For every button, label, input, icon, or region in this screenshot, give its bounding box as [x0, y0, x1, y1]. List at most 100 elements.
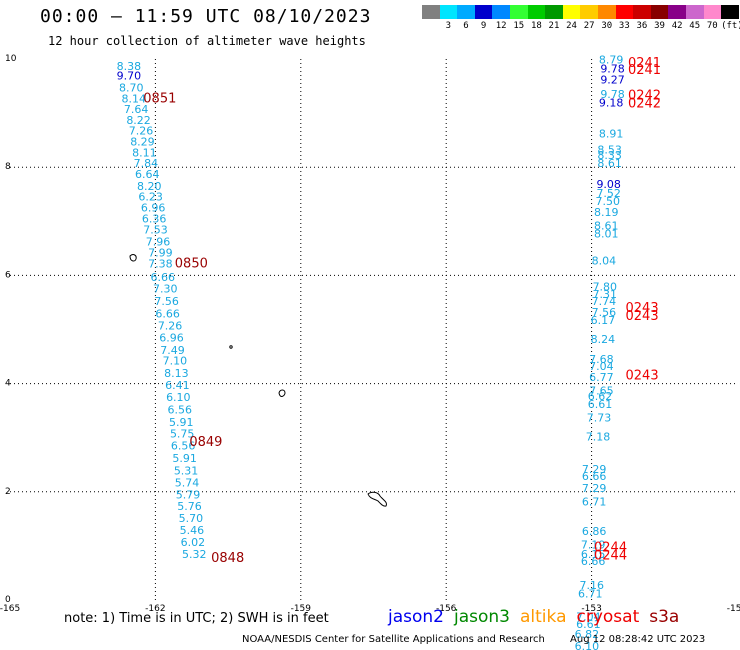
pass-time-label: 0242	[628, 89, 661, 104]
wave-height-point: 5.31	[174, 464, 199, 477]
wave-height-point: 7.64	[124, 103, 149, 116]
wave-height-point: 9.70	[117, 70, 142, 83]
wave-height-point: 8.53	[597, 144, 622, 157]
wave-height-point: 8.04	[592, 255, 617, 268]
legend-label: 45	[689, 21, 701, 31]
y-tick-label: 2	[5, 487, 11, 497]
wave-height-point: 6.36	[142, 212, 167, 225]
y-tick-label: 0	[5, 595, 11, 605]
satellite-name: altika	[520, 607, 567, 627]
wave-height-point: 6.56	[171, 440, 196, 453]
wave-height-point: 7.38	[148, 257, 173, 270]
wave-height-point: 8.79	[599, 53, 624, 66]
color-scale-bar	[422, 5, 739, 19]
wave-height-point: 8.19	[594, 206, 619, 219]
pass-time-labels: 0851085008490848024102410242024202430243…	[143, 56, 661, 566]
wave-height-point: 6.86	[582, 525, 607, 538]
wave-height-point: 8.24	[591, 333, 616, 346]
wave-height-point: 9.18	[599, 97, 624, 110]
wave-height-point: 6.66	[581, 555, 606, 568]
legend-label: 33	[618, 21, 630, 31]
wave-height-point: 9.27	[600, 73, 625, 86]
wave-height-point: 8.14	[121, 92, 145, 105]
map-grid	[10, 59, 737, 600]
x-tick-label: -162	[145, 604, 165, 614]
wave-height-point: 8.33	[597, 149, 622, 162]
satellite-legend: jason2 jason3 altika cryosat s3a	[388, 607, 689, 627]
pass-time-label: 0243	[626, 301, 659, 316]
pass-time-label: 0244	[594, 540, 627, 555]
wave-height-point: 7.84	[134, 157, 159, 170]
legend-swatch	[457, 5, 475, 19]
wave-height-point: 8.13	[164, 367, 189, 380]
legend-label: 42	[671, 21, 683, 31]
wave-height-point: 7.65	[589, 384, 614, 397]
legend-label: 30	[601, 21, 613, 31]
hawaiian-islands	[129, 254, 387, 507]
footer-credit: NOAA/NESDIS Center for Satellite Applica…	[242, 634, 705, 645]
wave-height-point: 5.46	[180, 524, 205, 537]
legend-label: 27	[583, 21, 595, 31]
legend-label: 70	[706, 21, 718, 31]
legend-swatch	[509, 5, 528, 19]
wave-height-point: 9.78	[600, 63, 625, 76]
wave-height-point: 7.04	[576, 611, 601, 624]
wave-height-point: 7.16	[579, 579, 604, 592]
wave-height-point: 7.26	[158, 320, 183, 333]
wave-height-point: 6.96	[159, 331, 184, 344]
legend-swatch	[685, 5, 704, 19]
island-necker	[278, 389, 286, 397]
legend-label: 18	[530, 21, 542, 31]
wave-height-point: 8.20	[137, 180, 162, 193]
x-tick-label: -165	[0, 604, 20, 614]
pass-time-label: 0850	[175, 256, 208, 271]
legend-label: 21	[548, 21, 560, 31]
legend-swatch	[703, 5, 722, 19]
wave-height-point: 7.68	[589, 353, 614, 366]
legend-swatch	[615, 5, 634, 19]
pass-time-label: 0849	[189, 435, 222, 450]
y-tick-label: 8	[5, 162, 11, 172]
wave-height-point: 9.78	[600, 88, 625, 101]
legend-label: 6	[463, 21, 469, 31]
x-tick-label: -159	[291, 604, 312, 614]
pass-time-label: 0851	[143, 91, 176, 106]
wave-height-point: 7.10	[163, 355, 188, 368]
pass-time-label: 0243	[626, 309, 659, 324]
wave-height-point: 5.74	[175, 476, 200, 489]
legend-swatch	[422, 5, 440, 19]
wave-height-point: 6.17	[591, 314, 616, 327]
wave-height-point: 8.61	[594, 219, 619, 232]
island-kauai	[129, 254, 137, 262]
y-tick-label: 4	[5, 379, 11, 389]
y-tick-label: 6	[5, 270, 11, 280]
pass-time-label: 0848	[211, 551, 244, 566]
legend-swatch	[439, 5, 458, 19]
wave-height-point: 5.91	[169, 416, 194, 429]
wave-height-point: 8.70	[119, 81, 144, 94]
wave-height-point: 7.26	[129, 125, 154, 138]
legend-swatch	[492, 5, 510, 19]
satellite-name: jason3	[454, 607, 510, 627]
wave-height-point: 7.96	[146, 236, 171, 249]
wave-height-point: 6.02	[181, 536, 206, 549]
legend-swatch	[597, 5, 616, 19]
wave-height-point: 6.62	[588, 390, 613, 403]
altimeter-tracks: 8.389.708.708.147.648.227.268.298.117.84…	[117, 53, 625, 650]
map-subtitle: 12 hour collection of altimeter wave hei…	[48, 34, 366, 48]
wave-height-point: 6.23	[138, 191, 163, 204]
wave-height-point: 6.41	[165, 379, 190, 392]
wave-height-point: 6.10	[166, 391, 191, 404]
island-french-frigate	[367, 491, 387, 507]
wave-height-point: 6.96	[141, 202, 166, 215]
legend-label: 15	[513, 21, 525, 31]
y-tick-label: 10	[5, 54, 17, 64]
wave-height-point: 8.01	[594, 228, 619, 241]
legend-label: (ft)	[721, 21, 740, 31]
x-tick-label: -153	[581, 604, 601, 614]
wave-height-point: 6.66	[582, 470, 607, 483]
wave-height-point: 6.61	[576, 618, 601, 631]
wave-height-point: 6.82	[575, 628, 600, 641]
